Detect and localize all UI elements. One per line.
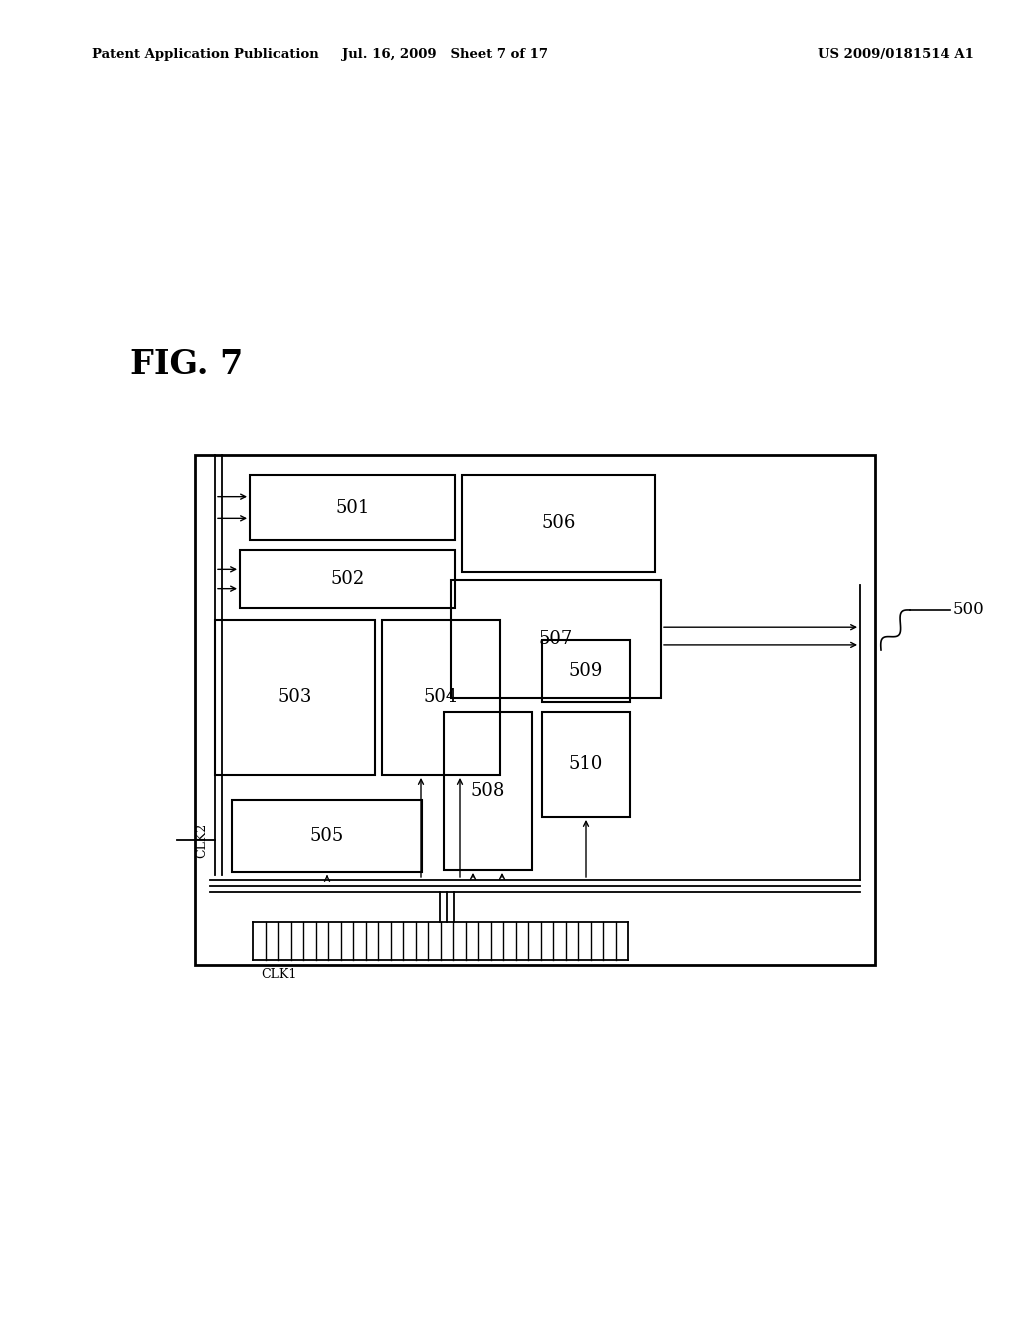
Text: FIG. 7: FIG. 7 [130,348,244,381]
Text: CLK2: CLK2 [196,822,209,858]
Bar [382,620,500,775]
Bar [250,475,455,540]
Text: 500: 500 [953,602,985,619]
Text: 502: 502 [331,570,365,587]
Text: 505: 505 [310,828,344,845]
Text: 509: 509 [568,663,603,680]
Text: 508: 508 [471,781,505,800]
Bar [444,711,532,870]
Text: 503: 503 [278,689,312,706]
Text: 510: 510 [568,755,603,774]
Text: 507: 507 [539,630,573,648]
Bar [215,620,375,775]
Bar [542,711,630,817]
Bar [542,640,630,702]
Text: Jul. 16, 2009   Sheet 7 of 17: Jul. 16, 2009 Sheet 7 of 17 [342,49,549,61]
Text: 504: 504 [424,689,458,706]
Bar [462,475,655,572]
Bar [451,579,662,698]
Text: 506: 506 [542,515,575,532]
Text: 501: 501 [335,499,370,516]
Bar [240,550,455,609]
Text: Patent Application Publication: Patent Application Publication [92,49,318,61]
Bar [195,455,874,965]
Text: US 2009/0181514 A1: US 2009/0181514 A1 [818,49,974,61]
Bar [232,800,422,873]
Text: CLK1: CLK1 [261,968,296,981]
